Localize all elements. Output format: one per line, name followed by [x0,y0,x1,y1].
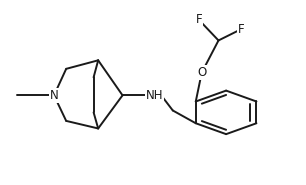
Text: N: N [50,89,58,102]
Text: O: O [197,66,206,79]
Text: NH: NH [146,89,163,102]
Text: F: F [238,23,245,36]
Text: F: F [195,13,202,26]
